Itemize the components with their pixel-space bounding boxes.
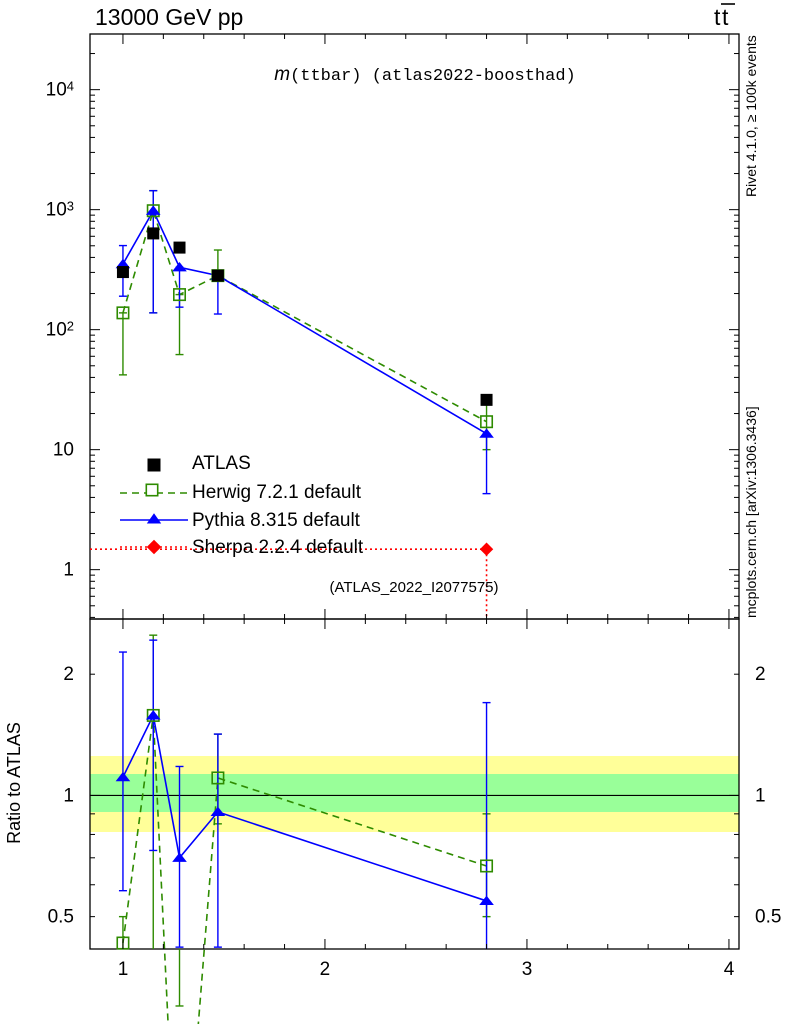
svg-text:2: 2 [320, 959, 331, 980]
svg-text:Herwig 7.2.1 default: Herwig 7.2.1 default [192, 482, 362, 503]
svg-text:104: 104 [46, 79, 74, 101]
svg-text:0.5: 0.5 [48, 907, 74, 928]
svg-text:0.5: 0.5 [755, 907, 781, 928]
svg-text:Ratio to ATLAS: Ratio to ATLAS [4, 722, 24, 844]
svg-text:2: 2 [63, 664, 74, 685]
svg-text:t: t [714, 4, 721, 30]
svg-text:1: 1 [755, 785, 766, 806]
svg-text:13000 GeV pp: 13000 GeV pp [95, 4, 243, 30]
svg-text:1: 1 [63, 785, 74, 806]
svg-text:(ATLAS_2022_I2077575): (ATLAS_2022_I2077575) [329, 579, 498, 596]
svg-text:4: 4 [724, 959, 735, 980]
svg-text:102: 102 [46, 319, 74, 341]
svg-text:mcplots.cern.ch [arXiv:1306.34: mcplots.cern.ch [arXiv:1306.3436] [743, 406, 759, 618]
svg-text:1: 1 [118, 959, 129, 980]
svg-text:2: 2 [755, 664, 766, 685]
svg-text:Rivet 4.1.0, ≥ 100k events: Rivet 4.1.0, ≥ 100k events [743, 35, 759, 197]
svg-text:t: t [722, 4, 729, 30]
svg-text:103: 103 [46, 199, 74, 221]
svg-text:Pythia 8.315 default: Pythia 8.315 default [192, 510, 361, 531]
svg-text:ATLAS: ATLAS [192, 453, 251, 474]
svg-text:10: 10 [53, 440, 74, 461]
svg-text:Sherpa 2.2.4 default: Sherpa 2.2.4 default [192, 537, 364, 558]
svg-text:1: 1 [63, 560, 74, 581]
svg-text:m(ttbar) (atlas2022-boosthad): m(ttbar) (atlas2022-boosthad) [274, 64, 575, 86]
svg-text:3: 3 [522, 959, 533, 980]
